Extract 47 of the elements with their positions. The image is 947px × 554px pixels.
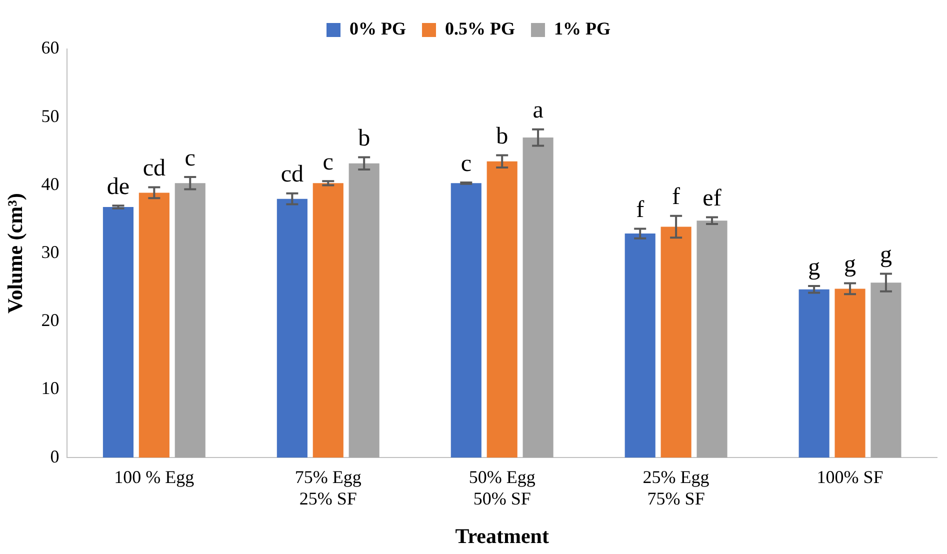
x-tick-label: 25% Egg 75% SF	[642, 467, 710, 509]
y-tick-label: 0	[50, 446, 60, 466]
bar	[102, 206, 134, 458]
data-label: c	[184, 145, 196, 172]
y-tick-label: 60	[41, 38, 60, 58]
data-label: cd	[142, 156, 166, 182]
legend-label: 1% PG	[554, 18, 610, 39]
legend-label: 0% PG	[350, 18, 406, 39]
bar	[696, 220, 728, 458]
data-label: c	[322, 149, 334, 176]
bar	[660, 226, 692, 458]
legend-label: 0.5% PG	[445, 18, 515, 39]
data-label: g	[808, 254, 820, 280]
bar	[348, 163, 380, 458]
data-label: ef	[702, 186, 722, 212]
data-label: f	[672, 184, 680, 210]
x-tick-label: 50% Egg 50% SF	[468, 467, 536, 509]
y-tick-label: 10	[41, 378, 60, 398]
x-axis-title: Treatment	[455, 524, 549, 548]
data-label: b	[496, 124, 508, 150]
data-label: cd	[280, 162, 304, 188]
bar	[138, 192, 170, 458]
x-tick-label: 75% Egg 25% SF	[294, 467, 362, 509]
y-tick-label: 30	[41, 242, 60, 262]
data-label: de	[106, 174, 130, 200]
y-tick-label: 20	[41, 310, 60, 330]
data-label: b	[358, 126, 370, 152]
data-label: f	[636, 197, 644, 224]
bar	[276, 198, 308, 458]
data-label: g	[844, 252, 856, 278]
bar	[450, 183, 482, 458]
bar	[870, 282, 902, 458]
bar	[798, 289, 830, 458]
bar	[486, 161, 518, 458]
bar	[834, 288, 866, 458]
bar	[312, 183, 344, 458]
y-tick-label: 50	[41, 106, 60, 126]
data-label: g	[880, 242, 892, 268]
bar	[624, 234, 656, 458]
x-tick-label: 100 % Egg	[114, 467, 194, 488]
data-label: a	[532, 98, 544, 124]
x-tick-label: 100% SF	[816, 467, 884, 488]
bar	[174, 183, 206, 458]
y-tick-label: 40	[41, 174, 60, 194]
data-label: c	[460, 150, 472, 177]
bar	[522, 138, 554, 458]
y-axis-title: Volume (cm³)	[3, 193, 28, 314]
